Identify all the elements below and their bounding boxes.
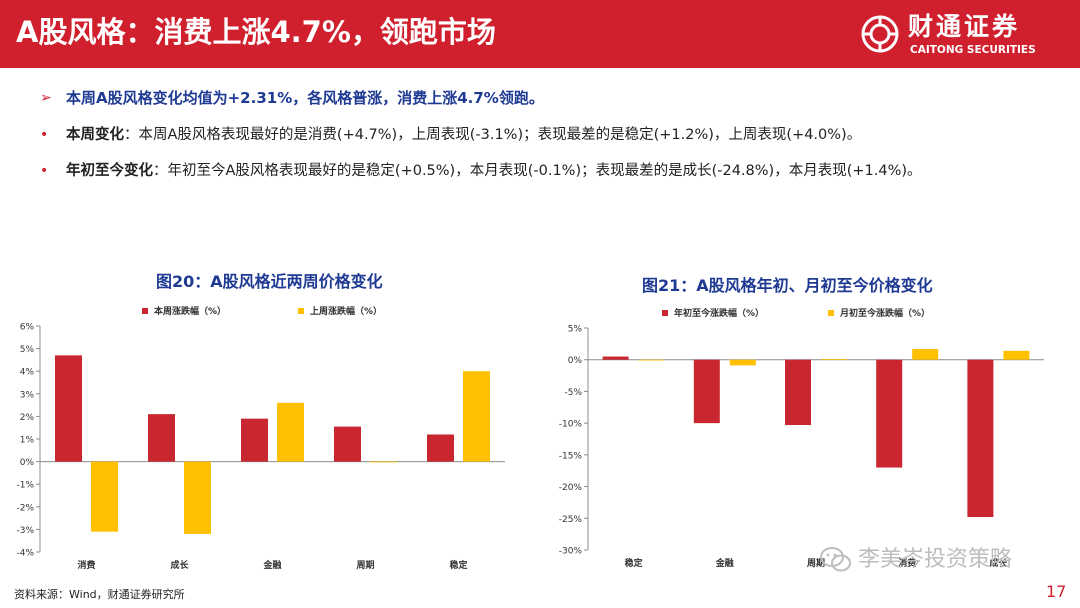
logo-english-name: CAITONG SECURITIES <box>910 44 1036 56</box>
y-tick-label: 1% <box>20 436 35 446</box>
y-tick-label: -3% <box>16 526 34 536</box>
y-tick-label: -2% <box>16 503 34 513</box>
dot-marker-icon: • <box>40 163 49 179</box>
y-tick-label: -15% <box>559 451 583 461</box>
weekly-change-label: 本周变化 <box>66 127 124 143</box>
bar <box>427 434 454 462</box>
summary-text: 本周A股风格变化均值为+2.31%，各风格普涨，消费上涨4.7%领跑。 <box>66 89 544 107</box>
logo-chinese-name: 财通证券 <box>908 12 1021 41</box>
category-label: 消费 <box>898 557 916 569</box>
chart-right-title: 图21：A股风格年初、月初至今价格变化 <box>642 276 933 295</box>
ytd-change-text: ：年初至今A股风格表现最好的是稳定(+0.5%)，本月表现(-0.1%)；表现最… <box>153 163 922 179</box>
y-tick-label: -1% <box>16 481 34 491</box>
source-note: 资料来源：Wind，财通证券研究所 <box>14 588 185 601</box>
y-tick-label: -25% <box>559 515 583 525</box>
bar <box>602 356 629 360</box>
category-label: 周期 <box>807 557 825 569</box>
category-label: 成长 <box>170 559 189 571</box>
category-label: 消费 <box>77 559 95 571</box>
company-logo: 财通证券 CAITONG SECURITIES <box>860 8 1070 62</box>
y-tick-label: -10% <box>559 420 583 430</box>
legend-swatch <box>662 310 668 316</box>
y-tick-label: 2% <box>20 413 35 423</box>
y-tick-label: 3% <box>20 390 35 400</box>
bar <box>876 359 903 468</box>
bar <box>821 359 847 360</box>
arrow-marker-icon: ➢ <box>40 90 52 106</box>
page-title: A股风格：消费上涨4.7%，领跑市场 <box>16 15 496 49</box>
chart-left-title: 图20：A股风格近两周价格变化 <box>156 272 383 291</box>
y-tick-label: 4% <box>20 368 35 378</box>
y-tick-label: 5% <box>568 325 583 335</box>
bar <box>148 414 175 462</box>
bar <box>638 359 665 361</box>
legend-label: 月初至今涨跌幅（%） <box>839 307 930 319</box>
bar <box>1003 350 1030 360</box>
chart-weekly-change: 6% 5% 4% 3% 2% 1% 0% -1% -2% -3% -4% 本周涨跌幅（%） 上周涨跌幅（… <box>16 305 505 571</box>
y-tick-label: 6% <box>20 323 35 333</box>
bar <box>785 359 811 426</box>
y-tick-label: 0% <box>20 458 35 468</box>
ytd-change-label: 年初至今变化 <box>66 163 153 179</box>
y-tick-label: 5% <box>20 345 35 355</box>
bar <box>334 426 361 462</box>
bar <box>967 359 994 518</box>
bar <box>729 359 756 366</box>
category-label: 金融 <box>715 557 734 569</box>
bar <box>241 418 268 462</box>
bar <box>912 348 939 360</box>
legend-swatch <box>142 308 148 314</box>
bar <box>693 359 720 424</box>
logo-mark-icon <box>861 15 899 53</box>
category-label: 稳定 <box>625 557 644 569</box>
y-tick-label: -20% <box>559 483 583 493</box>
legend-label: 本周涨跌幅（%） <box>154 305 226 317</box>
page-number: 17 <box>1046 582 1067 601</box>
watermark-text: 李美岑投资策略 <box>858 547 1013 572</box>
y-tick-label: 0% <box>568 356 583 366</box>
y-tick-label: -5% <box>564 388 582 398</box>
legend-label: 年初至今涨跌幅（%） <box>674 307 764 319</box>
category-label: 稳定 <box>449 559 468 571</box>
category-label: 周期 <box>356 559 374 571</box>
wechat-icon <box>820 547 851 572</box>
bar <box>370 461 397 463</box>
bar <box>277 402 304 462</box>
bar <box>184 461 211 534</box>
legend-swatch <box>298 308 304 314</box>
legend-label: 上周涨跌幅（%） <box>310 305 382 317</box>
legend-swatch <box>828 310 834 316</box>
y-tick-label: -4% <box>16 549 34 559</box>
dot-marker-icon: • <box>40 127 49 143</box>
chart-ytd-change: 5% 0% -5% -10% -15% -20% -25% -30% 年初至今涨跌幅（%） 月初至… <box>559 307 1044 569</box>
y-tick-label: -30% <box>559 547 583 557</box>
wechat-watermark: 李美岑投资策略 <box>820 540 1060 580</box>
title-bar: A股风格：消费上涨4.7%，领跑市场 财通证券 CAITONG SECURITI… <box>0 0 1080 68</box>
category-label: 金融 <box>262 559 281 571</box>
bar <box>55 355 82 462</box>
bar <box>91 461 118 532</box>
category-label: 成长 <box>989 557 1008 569</box>
weekly-change-text: ：本周A股风格表现最好的是消费(+4.7%)，上周表现(-3.1%)；表现最差的… <box>124 127 862 143</box>
bar <box>463 371 490 462</box>
